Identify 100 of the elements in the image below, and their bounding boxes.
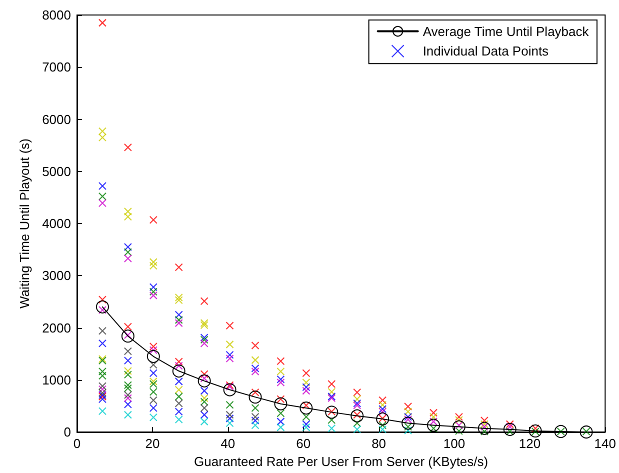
point [98, 18, 107, 27]
point [200, 394, 208, 402]
point [174, 263, 183, 272]
point [404, 412, 412, 421]
point [174, 319, 183, 328]
point [223, 383, 236, 396]
legend-label: Individual Data Points [422, 44, 550, 59]
point [226, 400, 234, 409]
point [124, 248, 132, 256]
point [353, 419, 362, 428]
point [402, 416, 415, 430]
point [200, 370, 208, 378]
point [251, 416, 260, 425]
point [174, 392, 183, 401]
point [274, 397, 288, 410]
point [149, 216, 158, 224]
point [172, 364, 186, 378]
point [378, 421, 387, 430]
point [580, 426, 593, 438]
point [124, 390, 132, 400]
point [124, 384, 132, 392]
x-tick-label: 20 [145, 436, 160, 451]
point [200, 321, 208, 330]
point [124, 394, 132, 402]
y-tick-label: 5000 [42, 164, 71, 179]
point [251, 404, 260, 412]
point [174, 377, 183, 386]
point [149, 404, 158, 412]
y-tick-label: 3000 [42, 268, 71, 284]
point [149, 346, 158, 354]
point [149, 369, 158, 378]
point [200, 410, 208, 419]
point [226, 340, 234, 348]
point [200, 404, 208, 412]
point [251, 356, 260, 364]
point [124, 381, 132, 390]
point [149, 360, 158, 369]
point [200, 398, 208, 406]
point [454, 412, 464, 421]
y-tick-label: 8000 [42, 8, 71, 22]
point [149, 258, 158, 266]
point [98, 199, 107, 208]
legend-label: Average Time Until Playback [422, 24, 590, 39]
point [276, 395, 285, 404]
point [98, 192, 107, 200]
point [124, 410, 132, 419]
point [124, 322, 132, 331]
point [226, 410, 234, 419]
point [328, 388, 336, 396]
x-axis-title: Guaranteed Rate Per User From Server (KBytes/s) [194, 454, 488, 469]
point [124, 143, 132, 152]
point [98, 385, 107, 394]
point [174, 316, 183, 324]
point [149, 283, 158, 292]
point [124, 366, 132, 376]
point [98, 367, 107, 376]
point [200, 418, 208, 426]
x-tick-label: 40 [220, 436, 236, 451]
point [376, 412, 390, 426]
point [124, 370, 132, 379]
x-tick-label: 60 [296, 436, 311, 451]
y-axis-title: Waiting Time Until Playout (s) [17, 138, 32, 309]
point [200, 386, 208, 395]
point [378, 425, 387, 434]
point [251, 341, 260, 350]
point [302, 420, 310, 428]
point [200, 339, 208, 348]
point [149, 262, 158, 270]
point [276, 375, 285, 384]
point [96, 300, 109, 314]
point [98, 296, 107, 304]
x-tick-label: 0 [73, 436, 81, 451]
point [174, 415, 183, 424]
point [328, 416, 336, 424]
point [149, 288, 158, 296]
point [124, 254, 132, 262]
point [251, 388, 260, 396]
point [124, 400, 132, 408]
point [174, 358, 183, 366]
point [174, 296, 183, 304]
point [378, 396, 387, 404]
point [452, 420, 466, 434]
point [149, 377, 158, 386]
x-tick-label: 120 [518, 436, 541, 451]
point [302, 386, 310, 395]
point [98, 182, 107, 190]
point [454, 416, 464, 424]
point [378, 408, 387, 416]
point [248, 390, 262, 404]
point [276, 409, 285, 418]
point [251, 412, 260, 421]
point [146, 350, 160, 363]
point [328, 424, 336, 432]
point [276, 423, 285, 432]
point [174, 399, 183, 408]
point [300, 402, 313, 415]
point [174, 362, 183, 370]
point [276, 357, 285, 366]
point [276, 418, 285, 426]
point [378, 400, 387, 409]
